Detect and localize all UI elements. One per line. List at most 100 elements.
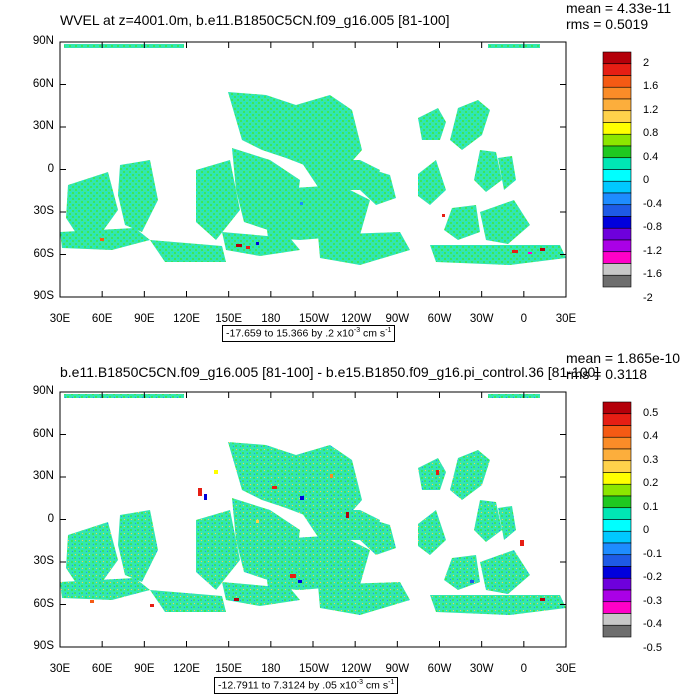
colorbar-label: 0.4: [643, 430, 659, 443]
panel1-title: WVEL at z=4001.0m, b.e11.B1850C5CN.f09_g…: [60, 12, 450, 28]
colorbar-label: -0.4: [643, 618, 662, 631]
colorbar-swatch: [602, 180, 632, 194]
colorbar-swatch: [602, 133, 632, 147]
colorbar-label: 0.3: [643, 453, 659, 466]
lon-label: 30E: [555, 663, 577, 675]
lat-label: 60S: [33, 247, 54, 260]
lon-label: 120W: [341, 663, 372, 675]
panel1-map: [59, 41, 567, 298]
panel1-range-box: -17.659 to 15.366 by .2 x10-3 cm s-1: [222, 325, 396, 342]
colorbar-label: 0: [643, 174, 650, 187]
colorbar-swatch: [602, 483, 632, 497]
colorbar-label: 0.2: [643, 477, 659, 490]
colorbar-label: -0.2: [643, 571, 662, 584]
colorbar-label: -1.2: [643, 244, 662, 257]
lon-label: 30W: [469, 313, 494, 325]
colorbar-swatch: [602, 274, 632, 288]
panel1-speckles: [100, 202, 545, 254]
panel1-mean: mean = 4.33e-11: [566, 0, 672, 16]
colorbar-swatch: [602, 495, 632, 509]
lon-label: 90W: [385, 313, 410, 325]
lon-label: 120E: [173, 313, 200, 325]
lon-label: 90E: [134, 313, 155, 325]
panel1-rms: rms = 0.5019: [566, 16, 649, 32]
lat-label: 30S: [33, 555, 54, 567]
colorbar-swatch: [602, 122, 632, 135]
colorbar-swatch: [602, 436, 632, 450]
panel2-map: [59, 391, 567, 648]
panel1-range-unit: cm s: [360, 327, 386, 340]
lon-label: 0: [520, 663, 528, 675]
panel2-title: b.e11.B1850C5CN.f09_g16.005 [81-100] - b…: [60, 364, 600, 380]
lon-label: 180: [261, 663, 281, 675]
colorbar-label: -0.3: [643, 594, 662, 607]
lon-label: 120W: [341, 313, 372, 325]
lon-label: 60E: [91, 313, 113, 325]
colorbar-swatch: [602, 204, 632, 217]
panel2-rms: rms = 0.3118: [566, 366, 648, 382]
colorbar-label: 1.6: [643, 80, 659, 93]
colorbar-label: 0.8: [643, 127, 659, 140]
colorbar-label: 0.5: [643, 406, 659, 419]
colorbar-swatch: [602, 157, 632, 170]
colorbar-swatch: [602, 86, 632, 100]
colorbar-swatch: [602, 263, 632, 276]
lon-label: 180: [261, 313, 281, 325]
panel2-range-box: -12.7911 to 7.3124 by .05 x10-3 cm s-1: [214, 677, 399, 694]
colorbar-swatch: [602, 192, 632, 206]
colorbar-swatch: [602, 577, 632, 591]
lat-label: 90S: [33, 290, 54, 302]
lat-label: 30S: [33, 205, 54, 217]
lat-label: 0: [47, 162, 54, 175]
lat-label: 30N: [32, 470, 54, 482]
lon-label: 30E: [49, 313, 71, 325]
panel2-ocean-field: [60, 394, 566, 615]
colorbar-label: -0.1: [643, 547, 662, 560]
colorbar-swatch: [602, 51, 632, 65]
colorbar-label: -0.5: [643, 641, 662, 654]
colorbar-swatch: [602, 613, 632, 626]
colorbar-label: 0.4: [643, 150, 659, 163]
panel2-range-unit-exp: -1: [388, 679, 395, 686]
lon-label: 150W: [299, 663, 330, 675]
panel1-ocean-field: [60, 44, 566, 265]
colorbar-label: -1.6: [643, 268, 662, 281]
lon-label: 60E: [91, 663, 113, 675]
lon-label: 150W: [299, 313, 330, 325]
colorbar-swatch: [602, 472, 632, 485]
lat-label: 60N: [32, 427, 54, 440]
colorbar-swatch: [602, 460, 632, 473]
colorbar-swatch: [602, 554, 632, 567]
panel1-range-exp: -3: [353, 327, 361, 334]
lat-label: 90N: [32, 385, 54, 397]
colorbar-label: 1.2: [643, 103, 659, 116]
lat-label: 90S: [33, 640, 54, 652]
colorbar-swatch: [602, 589, 632, 603]
colorbar-swatch: [602, 624, 632, 638]
axis-ticks: [59, 41, 567, 648]
panel2-mean: mean = 1.865e-10: [566, 350, 681, 366]
lat-label: 30N: [32, 120, 54, 132]
colorbar-label: 0: [643, 524, 650, 537]
panel2-speckles: [90, 470, 545, 607]
lat-label: 0: [47, 512, 54, 525]
colorbar-label: -0.4: [643, 197, 662, 210]
lon-label: 30W: [469, 663, 494, 675]
lon-label: 30E: [555, 313, 577, 325]
colorbar-swatch: [602, 519, 632, 532]
colorbar-swatch: [602, 98, 632, 112]
panel1-range-text: -17.659 to 15.366 by .2 x10: [226, 327, 354, 340]
lat-label: 60S: [33, 597, 54, 610]
lon-label: 60W: [427, 663, 452, 675]
colorbar-swatch: [602, 251, 632, 264]
colorbar-label: -0.8: [643, 221, 662, 234]
panel1-range-unit-exp: -1: [385, 327, 392, 334]
colorbar-swatch: [602, 401, 632, 415]
colorbar-swatch: [602, 413, 632, 426]
panel2-range-unit: cm s: [362, 679, 389, 692]
colorbar-swatch: [602, 601, 632, 614]
lon-label: 0: [520, 313, 528, 325]
colorbar-swatch: [602, 448, 632, 462]
colorbar-label: 2: [643, 56, 650, 69]
